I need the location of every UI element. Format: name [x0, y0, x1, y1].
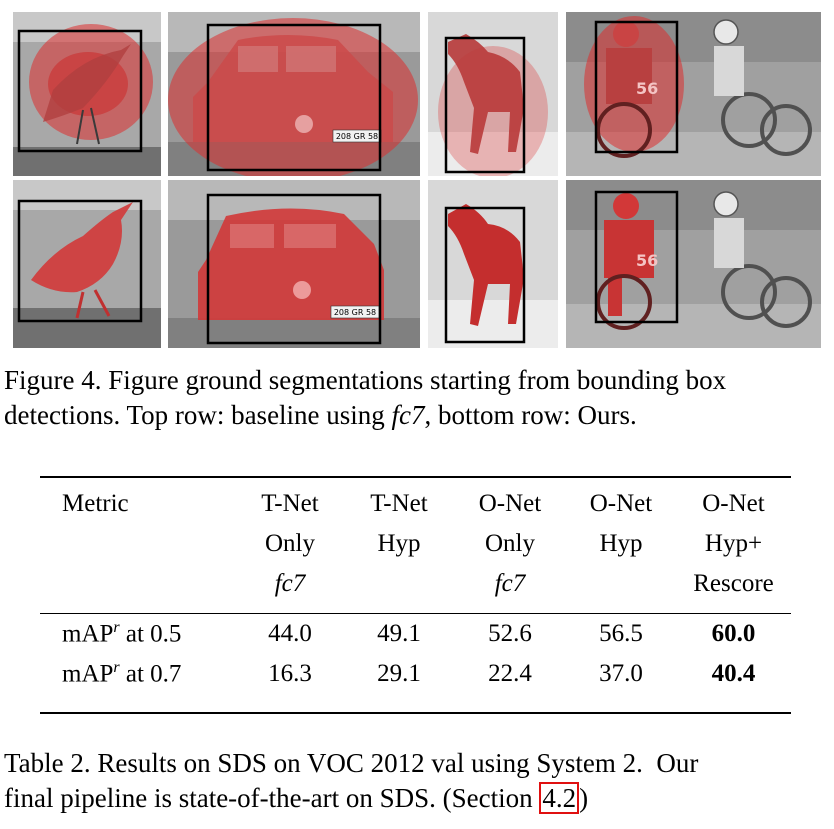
moto-ours-image: 56 [566, 180, 821, 348]
value-cell: 37.0 [599, 660, 643, 687]
value-cell: 56.5 [599, 620, 643, 647]
table-header-row: Metric T-Net T-Net O-Net O-Net O-Net [40, 484, 791, 524]
header-cell: T-Net [261, 490, 319, 517]
figure-panel-car-baseline: 208 GR 58 [168, 12, 420, 176]
best-value-cell: 40.4 [711, 660, 756, 687]
figure-panel-moto-ours: 56 [566, 180, 821, 348]
header-cell: O-Net [589, 490, 653, 517]
caption-text: final pipeline is state-of-the-art on SD… [4, 783, 540, 813]
metric-cell: mAPr at 0.7 [62, 659, 182, 688]
horse-baseline-image [428, 12, 558, 176]
table-mid-rule [40, 613, 791, 614]
best-value-cell: 60.0 [711, 620, 756, 647]
value-cell: 49.1 [377, 620, 421, 647]
table-row: mAPr at 0.5 44.0 49.1 52.6 56.5 60.0 [40, 614, 791, 654]
value-cell: 29.1 [377, 660, 421, 687]
figure-panel-bird-baseline [13, 12, 161, 176]
horse-ours-image [428, 180, 558, 348]
value-cell: 52.6 [488, 620, 532, 647]
value-cell: 44.0 [268, 620, 312, 647]
caption-text: detections. Top row: baseline using [4, 400, 392, 430]
car-baseline-image: 208 GR 58 [168, 12, 420, 176]
figure-panel-moto-baseline: 56 [566, 12, 821, 176]
metric-cell: mAPr at 0.5 [62, 619, 182, 648]
header-cell: Rescore [693, 570, 774, 597]
header-cell: Hyp [599, 530, 643, 557]
table-header-row: Only Hyp Only Hyp Hyp+ [40, 524, 791, 564]
header-cell: Only [485, 530, 535, 557]
caption-text: ) [579, 783, 589, 813]
header-cell: Hyp [377, 530, 421, 557]
value-cell: 16.3 [268, 660, 312, 687]
moto-baseline-image: 56 [566, 12, 821, 176]
table-caption-line2: final pipeline is state-of-the-art on SD… [4, 781, 698, 816]
figure-caption: Figure 4. Figure ground segmentations st… [4, 363, 726, 433]
header-cell: O-Net [702, 490, 765, 517]
table-caption-line1: Table 2. Results on SDS on VOC 2012 val … [4, 748, 699, 778]
car-ours-image: 208 GR 58 [168, 180, 420, 348]
bird-ours-image [13, 180, 161, 348]
figure-panel-horse-ours [428, 180, 558, 348]
caption-text: , bottom row: Ours. [424, 400, 637, 430]
figure-panel-car-ours: 208 GR 58 [168, 180, 420, 348]
table-bottom-rule [40, 712, 791, 714]
header-cell: T-Net [370, 490, 428, 517]
section-ref-link[interactable]: 4.2 [539, 782, 580, 814]
bird-baseline-image [13, 12, 161, 176]
bike-number-text: 56 [636, 79, 658, 98]
bike-number-text: 56 [636, 251, 658, 270]
license-plate-text: 208 GR 58 [334, 308, 376, 317]
table-caption: Table 2. Results on SDS on VOC 2012 val … [4, 746, 698, 816]
table-header-row: fc7 fc7 Rescore [40, 564, 791, 604]
header-cell: O-Net [478, 490, 542, 517]
results-table: Metric T-Net T-Net O-Net O-Net O-Net Onl… [40, 484, 791, 694]
license-plate-text: 208 GR 58 [336, 132, 378, 141]
caption-italic-text: fc7 [391, 400, 425, 430]
figure-caption-line1: Figure 4. Figure ground segmentations st… [4, 365, 727, 395]
header-cell: fc7 [494, 570, 526, 597]
figure-panel-horse-baseline [428, 12, 558, 176]
header-cell: Only [265, 530, 315, 557]
figure-caption-line2: detections. Top row: baseline using fc7,… [4, 398, 726, 433]
header-cell: Hyp+ [704, 530, 763, 557]
table-row: mAPr at 0.7 16.3 29.1 22.4 37.0 40.4 [40, 654, 791, 694]
table-top-rule [40, 476, 791, 478]
figure-panel-bird-ours [13, 180, 161, 348]
header-cell: Metric [62, 490, 129, 517]
value-cell: 22.4 [488, 660, 532, 687]
header-cell: fc7 [274, 570, 306, 597]
